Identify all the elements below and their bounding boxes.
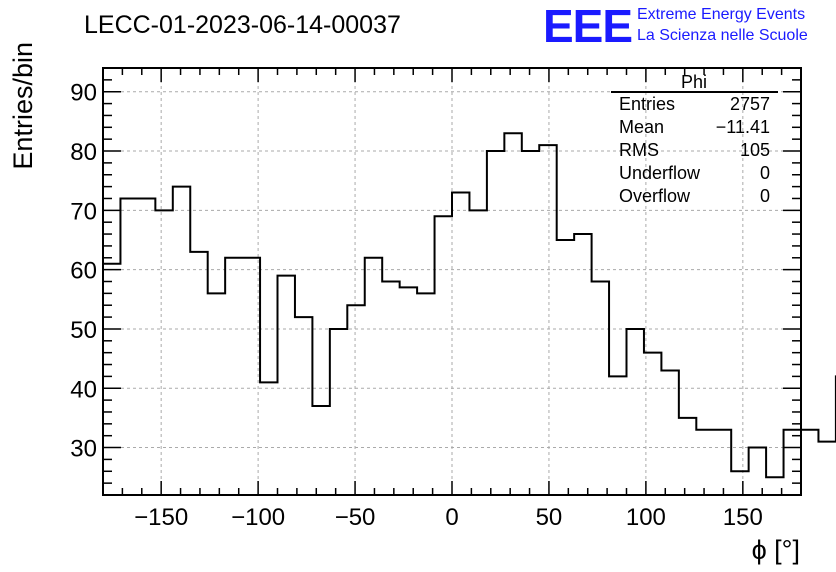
stats-box-title: Phi <box>681 72 707 92</box>
histogram-bin <box>522 151 539 495</box>
histogram-bin <box>365 258 382 495</box>
stats-row-value: 0 <box>760 186 770 206</box>
histogram-bin <box>190 252 207 495</box>
histogram-bin <box>592 282 609 496</box>
stats-row-value: −11.41 <box>716 117 770 137</box>
histogram-bin <box>731 471 748 495</box>
stats-box-rows: Entries 2757 Mean −11.41 RMS 105 Underflow 0 Ove… <box>619 94 770 206</box>
histogram-bin <box>696 430 713 495</box>
eee-logo-line2: La Scienza nelle Scuole <box>637 27 808 44</box>
y-tick-label: 70 <box>70 198 97 225</box>
histogram-bins <box>103 133 836 495</box>
y-axis-label: Entries/bin <box>8 42 38 170</box>
histogram-bin <box>487 151 504 495</box>
histogram-bin <box>679 418 696 495</box>
histogram-bin <box>382 282 399 496</box>
x-axis-label: ϕ [°] <box>752 535 800 565</box>
histogram-bin <box>295 317 312 495</box>
histogram-bin <box>661 370 678 495</box>
y-tick-label: 90 <box>70 80 97 107</box>
histogram-bin <box>312 406 329 495</box>
histogram-bin <box>155 210 172 495</box>
stats-row-value: 0 <box>760 163 770 183</box>
x-tick-label: −100 <box>231 504 285 531</box>
eee-logo-text: EEE <box>543 0 632 52</box>
x-tick-label: 50 <box>536 504 563 531</box>
histogram-outline <box>102 132 836 495</box>
stats-row-label: Entries <box>619 94 675 114</box>
eee-logo-line1: Extreme Energy Events <box>637 6 805 23</box>
histogram-bin <box>801 430 818 495</box>
histogram-bin <box>609 376 626 495</box>
histogram-bin <box>452 193 469 495</box>
histogram-bin <box>417 293 434 495</box>
histogram-bin <box>225 258 242 495</box>
histogram-bin <box>208 293 225 495</box>
histogram-bin <box>260 382 277 495</box>
y-tick-label: 60 <box>70 258 97 285</box>
y-axis: 30 40 50 60 70 80 90 <box>70 67 801 496</box>
x-tick-label: −150 <box>134 504 188 531</box>
stats-row-value: 2757 <box>730 94 770 114</box>
histogram-bin <box>749 448 766 495</box>
histogram-bin <box>435 216 452 495</box>
stats-row-label: RMS <box>619 140 659 160</box>
stats-box: Phi Entries 2757 Mean −11.41 RMS 105 Underflow… <box>611 72 778 206</box>
stats-row-value: 105 <box>740 140 770 160</box>
stats-row-label: Mean <box>619 117 664 137</box>
histogram-bin <box>714 430 731 495</box>
eee-logo: EEE Extreme Energy Events La Scienza nel… <box>543 0 808 52</box>
histogram-bin <box>278 276 295 495</box>
histogram-bin <box>138 198 155 495</box>
histogram-bin <box>644 353 661 495</box>
histogram-bin <box>539 145 556 495</box>
chart-title: LECC-01-2023-06-14-00037 <box>84 11 401 39</box>
y-tick-label: 40 <box>70 376 97 403</box>
histogram-bin <box>103 264 120 495</box>
x-tick-label: 150 <box>723 504 763 531</box>
x-tick-label: 100 <box>626 504 666 531</box>
x-tick-label: −50 <box>335 504 376 531</box>
histogram-bin <box>243 258 260 495</box>
histogram-bin <box>784 430 801 495</box>
histogram-bin <box>557 240 574 495</box>
y-tick-label: 80 <box>70 139 97 166</box>
histogram-bin <box>120 198 137 495</box>
histogram-bin <box>469 210 486 495</box>
x-tick-label: 0 <box>445 504 458 531</box>
histogram-bin <box>330 329 347 495</box>
histogram-bin <box>504 133 521 495</box>
histogram-bin <box>347 305 364 495</box>
x-axis: −150 −100 −50 0 50 100 150 <box>102 68 802 531</box>
histogram-bin <box>400 287 417 495</box>
stats-row-label: Overflow <box>619 186 691 206</box>
histogram-bin <box>818 442 835 495</box>
histogram-bin <box>627 329 644 495</box>
y-tick-label: 50 <box>70 317 97 344</box>
y-tick-label: 30 <box>70 436 97 463</box>
histogram-bin <box>574 234 591 495</box>
stats-row-label: Underflow <box>619 163 701 183</box>
histogram-bin <box>173 187 190 495</box>
